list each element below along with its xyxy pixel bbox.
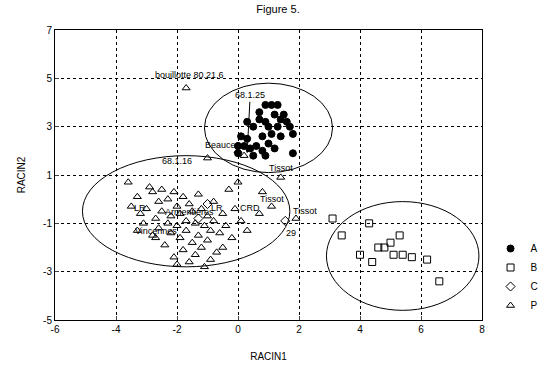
svg-text:8: 8 bbox=[479, 324, 485, 335]
svg-text:A: A bbox=[531, 243, 538, 254]
svg-text:B: B bbox=[531, 262, 538, 273]
svg-text:68.1.16: 68.1.16 bbox=[162, 156, 192, 166]
svg-text:Vincennes: Vincennes bbox=[135, 226, 177, 236]
svg-text:5: 5 bbox=[46, 73, 52, 84]
svg-text:LR: LR bbox=[134, 203, 146, 213]
svg-text:-4: -4 bbox=[112, 324, 121, 335]
svg-text:Figure 5.: Figure 5. bbox=[256, 3, 299, 15]
svg-text:6: 6 bbox=[418, 324, 424, 335]
svg-text:-3: -3 bbox=[43, 266, 52, 277]
svg-text:7: 7 bbox=[46, 25, 52, 36]
svg-text:Tissot: Tissot bbox=[293, 206, 317, 216]
svg-text:4: 4 bbox=[357, 324, 363, 335]
svg-text:RACIN2: RACIN2 bbox=[16, 156, 27, 193]
svg-text:C: C bbox=[531, 281, 538, 292]
svg-text:Tissot: Tissot bbox=[260, 194, 284, 204]
svg-text:2: 2 bbox=[296, 324, 302, 335]
svg-text:P: P bbox=[531, 300, 538, 311]
svg-text:Beauce?: Beauce? bbox=[205, 140, 241, 150]
svg-text:LR: LR bbox=[211, 203, 223, 213]
svg-text:-1: -1 bbox=[43, 218, 52, 229]
svg-text:-2: -2 bbox=[173, 324, 182, 335]
svg-text:3: 3 bbox=[46, 121, 52, 132]
svg-text:CRD: CRD bbox=[240, 203, 260, 213]
svg-text:68.1.25: 68.1.25 bbox=[235, 90, 265, 100]
svg-text:Tissot: Tissot bbox=[269, 163, 293, 173]
svg-text:1: 1 bbox=[46, 170, 52, 181]
svg-text:0: 0 bbox=[235, 324, 241, 335]
svg-text:Armentières: Armentières bbox=[165, 207, 214, 217]
svg-text:-6: -6 bbox=[51, 324, 60, 335]
svg-text:bouillotte 80.21.6: bouillotte 80.21.6 bbox=[155, 70, 224, 80]
svg-text:29: 29 bbox=[286, 228, 296, 238]
svg-text:RACIN1: RACIN1 bbox=[250, 351, 287, 362]
svg-text:-5: -5 bbox=[43, 315, 52, 326]
